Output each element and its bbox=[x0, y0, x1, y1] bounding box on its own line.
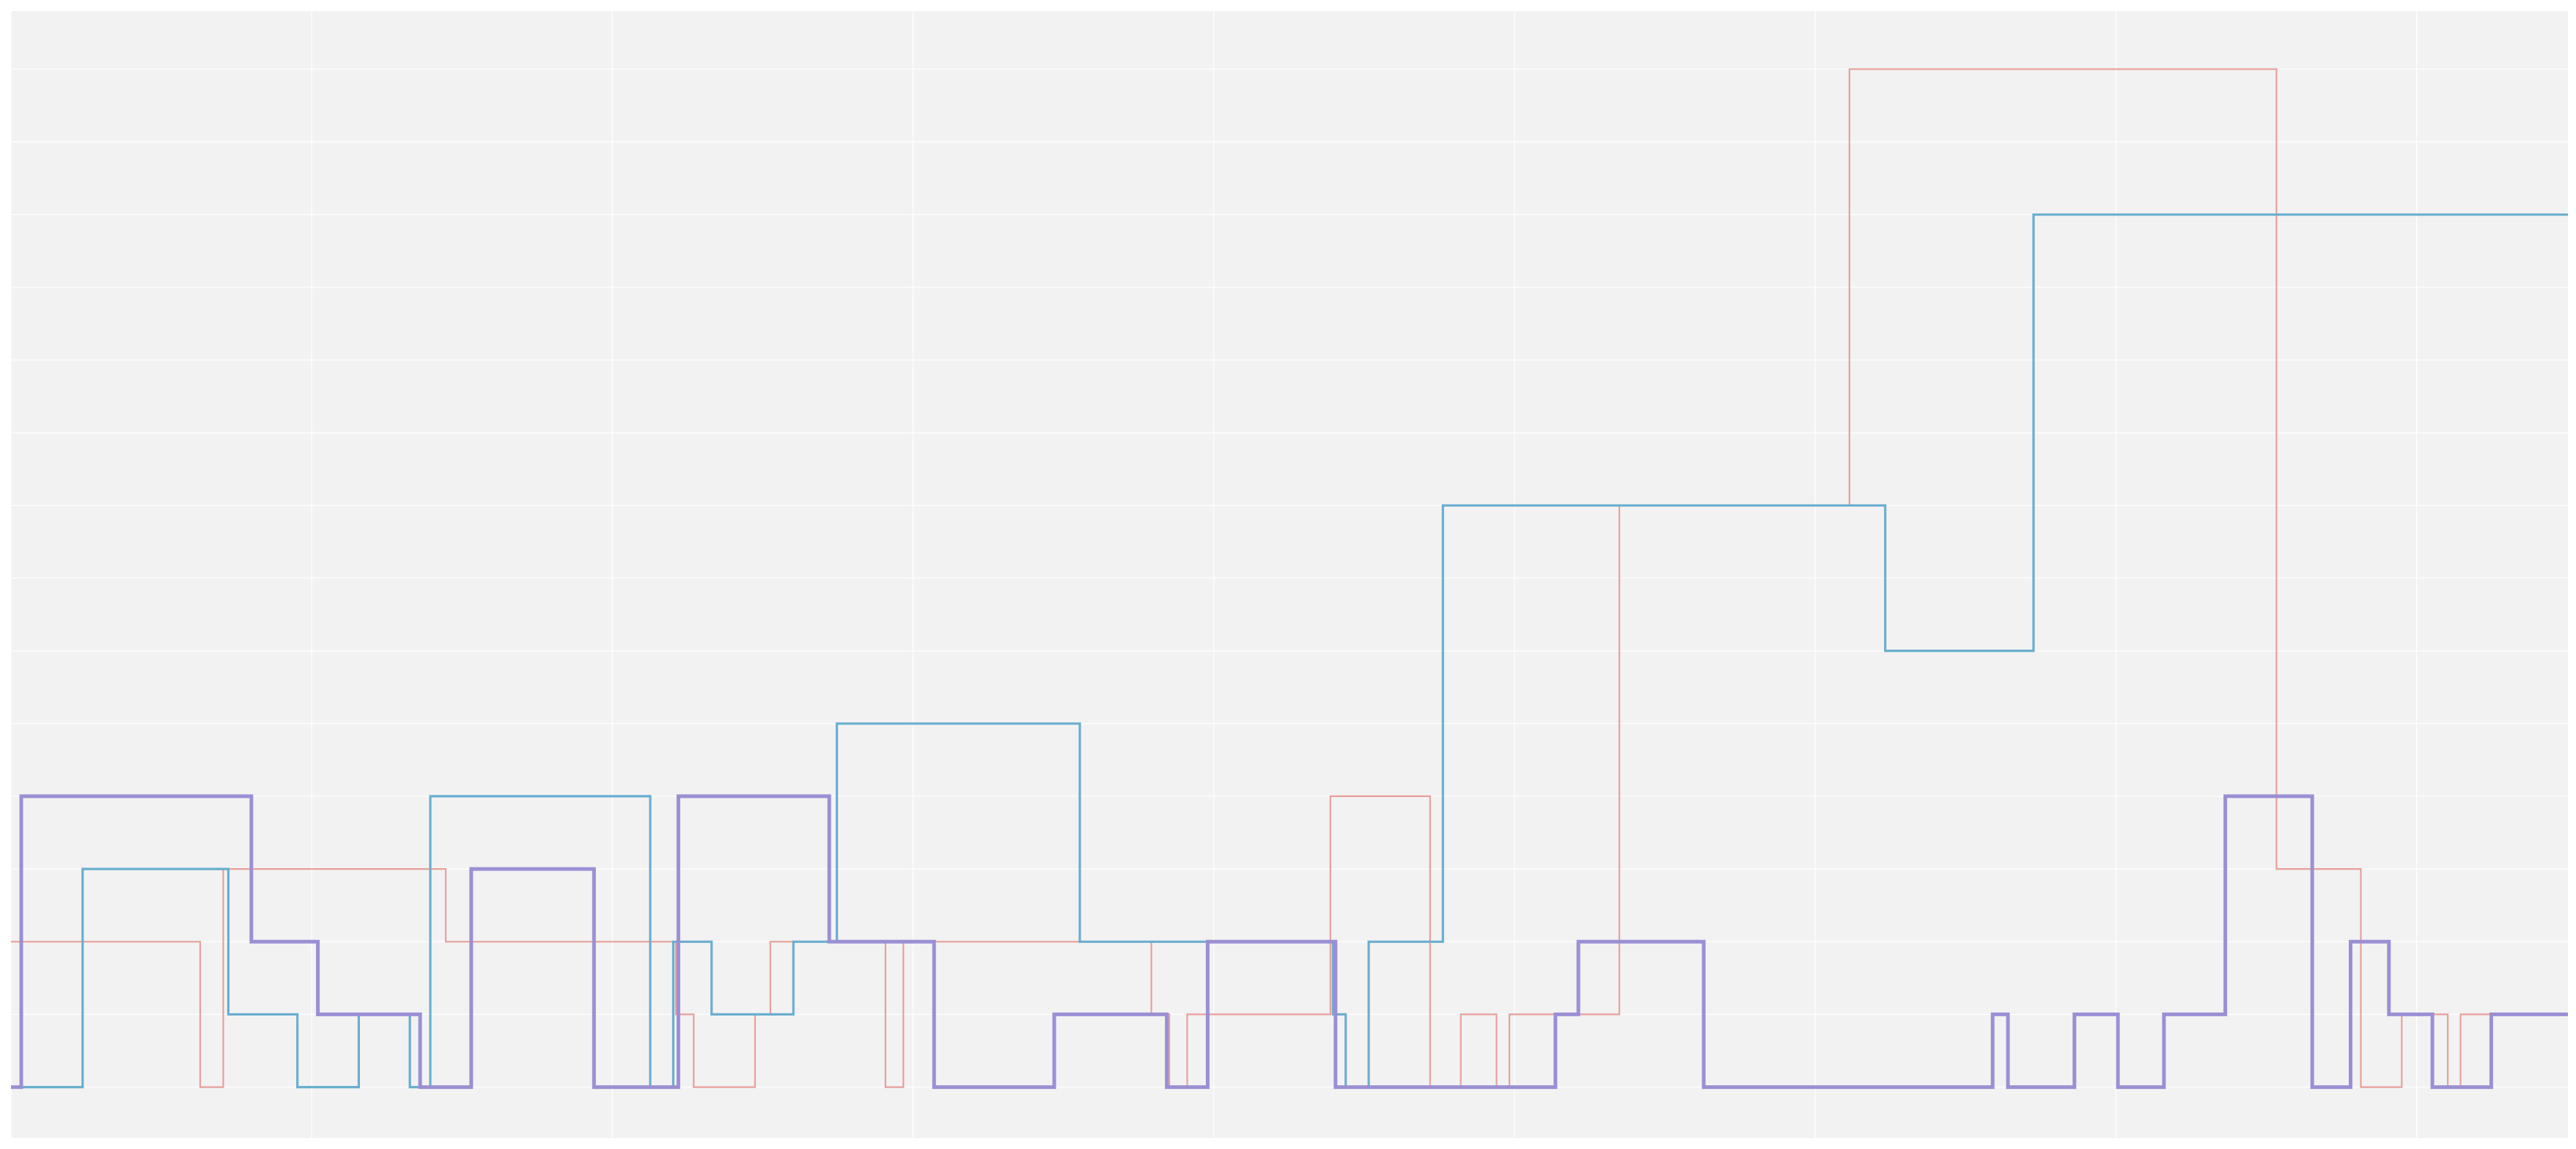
series-lines bbox=[11, 68, 2568, 1090]
series-2-line bbox=[11, 213, 2568, 1089]
plot-background bbox=[11, 11, 2568, 1138]
series-3-line bbox=[11, 794, 2568, 1090]
